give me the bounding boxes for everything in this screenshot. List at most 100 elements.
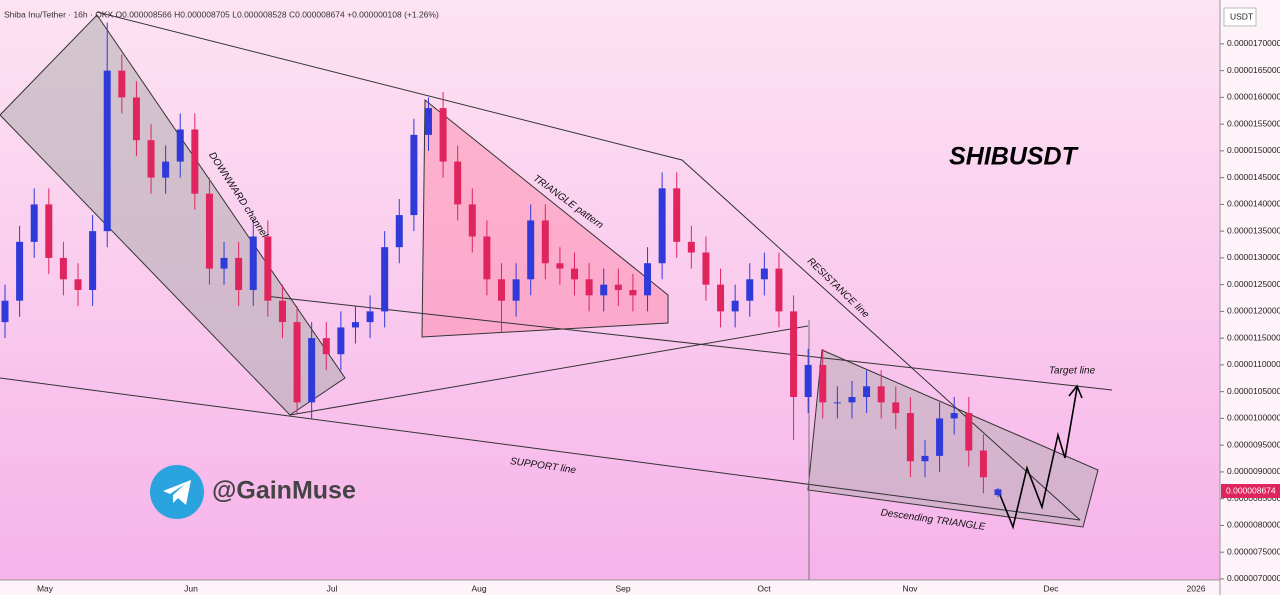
x-tick-label: Nov <box>902 583 918 593</box>
last-price-box <box>1221 484 1280 498</box>
y-tick-label: 0.0000120000 <box>1227 306 1280 316</box>
y-tick-label: 0.0000115000 <box>1227 332 1280 342</box>
candle-body <box>16 241 24 301</box>
downward-channel <box>0 14 346 416</box>
y-tick-label: 0.0000165000 <box>1227 65 1280 75</box>
trend-line <box>289 325 809 416</box>
candle-body <box>191 129 199 194</box>
projection-arrow <box>1068 384 1083 399</box>
resistance-line <box>96 11 1081 521</box>
candle-body <box>541 220 549 264</box>
candle-body <box>848 397 856 403</box>
candle-body <box>644 263 652 296</box>
candle-body <box>162 161 170 178</box>
y-tick-label: 0.0000170000 <box>1227 38 1280 48</box>
candle-body <box>424 108 432 135</box>
target-line <box>264 295 1113 391</box>
x-tick-label: Jul <box>327 583 338 593</box>
candle-body <box>147 140 155 178</box>
x-tick-label: Aug <box>471 583 486 593</box>
candle-body <box>395 215 403 248</box>
y-tick-label: 0.0000140000 <box>1227 199 1280 209</box>
projection-path <box>997 387 1078 530</box>
candle-body <box>760 268 768 280</box>
candle-body <box>892 402 900 414</box>
time-axis-background <box>0 580 1220 595</box>
candle-body <box>337 327 345 355</box>
support-line <box>0 377 1081 521</box>
axis: 0.0000070000 0.0000075000 0.0000080000 0.00… <box>37 38 1280 593</box>
candle-body <box>30 204 38 242</box>
candle-body <box>746 279 754 301</box>
candle-body <box>527 220 535 280</box>
y-tick-label: 0.0000100000 <box>1227 413 1280 423</box>
candle-body <box>702 252 710 285</box>
candle-body <box>278 300 286 323</box>
candle-body <box>89 231 97 290</box>
candles <box>1 22 1002 498</box>
candle-body <box>731 300 739 312</box>
y-tick-label: 0.0000095000 <box>1227 439 1280 449</box>
candle-body <box>132 97 140 141</box>
candle-body <box>790 311 798 398</box>
x-tick-label: May <box>37 583 54 593</box>
candle-body <box>59 257 67 280</box>
candle-body <box>950 413 958 419</box>
candle-body <box>921 455 929 462</box>
candle-body <box>979 450 987 478</box>
candle-body <box>264 236 272 301</box>
y-tick-label: 0.0000130000 <box>1227 252 1280 262</box>
candle-body <box>775 268 783 312</box>
y-tick-label: 0.0000160000 <box>1227 92 1280 102</box>
candle-body <box>439 108 447 162</box>
candle-body <box>468 204 476 237</box>
y-tick-label: 0.0000155000 <box>1227 118 1280 128</box>
candle-body <box>351 322 359 328</box>
candle-body <box>118 70 126 98</box>
candle-body <box>556 263 564 269</box>
price-axis-background <box>1220 0 1280 595</box>
candle-body <box>994 489 1002 496</box>
candle-body <box>249 236 257 290</box>
y-tick-label: 0.0000110000 <box>1227 359 1280 369</box>
candle-body <box>235 257 243 290</box>
candle-body <box>103 70 111 232</box>
candle-body <box>614 284 622 290</box>
x-tick-label: Sep <box>615 583 630 593</box>
telegram-plane <box>163 480 191 505</box>
candle-body <box>906 413 914 462</box>
candle-body <box>571 268 579 280</box>
candle-body <box>498 279 505 301</box>
candle-body <box>629 290 637 296</box>
candle-body <box>658 188 666 264</box>
candle-body <box>74 279 82 290</box>
candle-body <box>176 129 184 162</box>
candle-body <box>205 193 213 269</box>
candle-body <box>717 284 725 312</box>
candle-body <box>863 386 871 398</box>
y-tick-label: 0.0000090000 <box>1227 466 1280 476</box>
candle-body <box>410 134 418 216</box>
candle-body <box>673 188 681 242</box>
candle-body <box>936 418 944 456</box>
candle-body <box>454 161 462 205</box>
last-price-label: 0.000008674 <box>1226 485 1276 495</box>
candle-body <box>45 204 53 258</box>
unit-box <box>1223 7 1257 27</box>
x-tick-label: Oct <box>757 583 771 593</box>
annotation: Target line <box>1049 366 1096 377</box>
candle-body <box>687 241 695 253</box>
axis-unit: USDT <box>1230 11 1253 21</box>
x-tick-label: Dec <box>1043 583 1059 593</box>
x-tick-label: Jun <box>184 583 198 593</box>
x-tick-label: 2026 <box>1187 583 1206 593</box>
candle-body <box>819 364 827 403</box>
legend-text: Shiba Inu/Tether · 16h · OKX O0.00000856… <box>4 9 439 19</box>
candle-body <box>322 338 330 355</box>
candle-body <box>308 338 316 403</box>
candle-body <box>1 300 9 323</box>
chart-title: SHIBUSDT <box>949 143 1080 171</box>
candle-body <box>512 279 520 301</box>
